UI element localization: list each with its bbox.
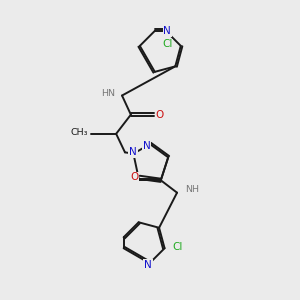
Text: Cl: Cl [162, 39, 172, 50]
Text: N: N [142, 141, 150, 151]
Text: N: N [164, 26, 171, 36]
Text: O: O [130, 172, 139, 182]
Text: NH: NH [185, 185, 199, 194]
Text: O: O [156, 110, 164, 120]
Text: CH₃: CH₃ [71, 128, 88, 137]
Text: HN: HN [101, 89, 116, 98]
Text: N: N [144, 260, 152, 270]
Text: N: N [129, 147, 137, 157]
Text: Cl: Cl [173, 242, 183, 252]
